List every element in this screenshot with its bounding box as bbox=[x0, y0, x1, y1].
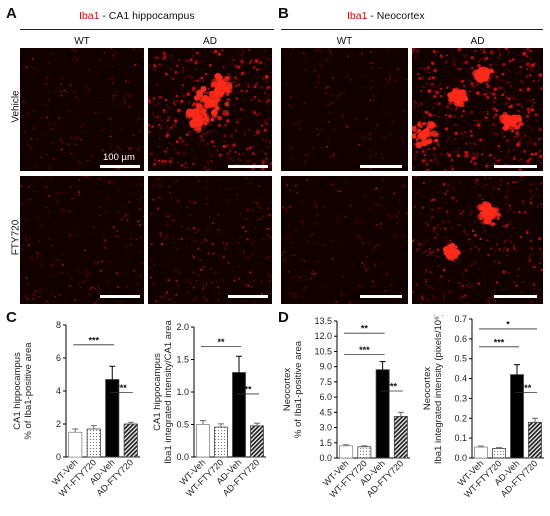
panel-a-title: Iba1 - CA1 hippocampus bbox=[79, 10, 195, 22]
y-axis-label: CA1 hippocampus bbox=[12, 352, 23, 430]
scale-bar bbox=[228, 165, 268, 168]
panel-b-title: Iba1 - Neocortex bbox=[347, 10, 425, 22]
chart-neocortex-area: 0.0 1.5 3.0 4.5 6.0 7.5 9.0 10.5 12.0 13.5 Neocort… bbox=[282, 316, 410, 500]
significance-label: *** bbox=[494, 337, 505, 347]
y-tick-label: 0.5 bbox=[454, 354, 467, 364]
y-tick-label: 0.0 bbox=[176, 452, 189, 462]
y-tick-label: 0.3 bbox=[454, 393, 467, 403]
scale-bar bbox=[100, 295, 140, 298]
bar bbox=[474, 446, 488, 459]
y-tick-label: 1.0 bbox=[176, 387, 189, 397]
panel-a-stain: Iba1 bbox=[79, 10, 100, 22]
scale-bar bbox=[494, 165, 537, 168]
micrograph-b-ad-vehicle bbox=[412, 48, 543, 171]
y-axis-label: Iba1 integrated intensity (pixels/10⁶) bbox=[433, 315, 444, 464]
significance-label: *** bbox=[89, 335, 100, 345]
y-axis-label: CA1 hippocampus bbox=[152, 353, 163, 431]
panel-b-region: - Neocortex bbox=[367, 10, 425, 22]
scale-bar-label: 100 µm bbox=[103, 152, 135, 163]
bar bbox=[339, 445, 354, 459]
bar bbox=[528, 421, 542, 459]
y-tick-label: 0 bbox=[56, 452, 61, 462]
y-axis-label: % of Iba1-positive area bbox=[293, 340, 304, 438]
bar bbox=[393, 416, 408, 459]
micrograph-b-wt-vehicle bbox=[281, 48, 408, 171]
y-axis-label: Neocortex bbox=[282, 368, 293, 412]
y-tick-label: 0.4 bbox=[454, 374, 467, 384]
significance-label: *** bbox=[521, 383, 532, 393]
panel-letter-c: C bbox=[6, 309, 17, 326]
bar bbox=[214, 426, 228, 458]
chart-ca1-intensity: 0.0 0.5 1.0 1.5 2.0 CA1 hippocampus Iba1 integ… bbox=[152, 319, 266, 499]
y-tick-label: 0.2 bbox=[454, 413, 467, 423]
scale-bar bbox=[228, 295, 268, 298]
bar bbox=[492, 448, 506, 459]
micrograph-b-ad-fty720 bbox=[412, 176, 543, 304]
panel-b-col-wt: WT bbox=[336, 36, 353, 47]
panel-letter-b: B bbox=[278, 5, 289, 22]
chart-neocortex-intensity: 0.0 0.1 0.2 0.3 0.4 0.5 0.6 0.7 Neocortex Iba1 in… bbox=[422, 315, 544, 500]
scale-bar bbox=[100, 165, 140, 168]
micrograph-a-wt-fty720 bbox=[20, 176, 144, 304]
bar bbox=[357, 446, 372, 459]
significance-label: * bbox=[506, 319, 510, 329]
micrograph-a-wt-vehicle bbox=[20, 48, 144, 171]
panel-a-rule bbox=[20, 29, 274, 30]
micrograph-a-ad-vehicle bbox=[148, 48, 272, 171]
significance-label: *** bbox=[359, 345, 370, 355]
y-tick-label: 12.0 bbox=[314, 331, 332, 341]
significance-label: ** bbox=[217, 337, 225, 347]
micrograph-b-wt-fty720 bbox=[281, 176, 408, 304]
y-tick-label: 0.1 bbox=[454, 433, 467, 443]
y-tick-label: 0.7 bbox=[454, 315, 467, 324]
scale-bar bbox=[494, 295, 537, 298]
significance-label: *** bbox=[387, 382, 398, 392]
scale-bar bbox=[360, 295, 402, 298]
panel-letter-a: A bbox=[6, 5, 17, 22]
y-axis-label: % of Iba1-positive area bbox=[23, 342, 34, 440]
bar bbox=[86, 428, 101, 458]
panel-b-rule bbox=[281, 29, 543, 30]
significance-label: *** bbox=[116, 383, 127, 393]
y-tick-label: 2 bbox=[56, 419, 61, 429]
y-tick-label: 1.5 bbox=[176, 355, 189, 365]
bar bbox=[250, 425, 264, 458]
y-tick-label: 13.5 bbox=[314, 316, 332, 326]
y-tick-label: 0.0 bbox=[454, 453, 467, 463]
y-tick-label: 0.5 bbox=[176, 420, 189, 430]
panel-a-region: - CA1 hippocampus bbox=[99, 10, 195, 22]
bar bbox=[123, 423, 138, 458]
y-tick-label: 4 bbox=[56, 386, 61, 396]
y-tick-label: 4.5 bbox=[319, 407, 332, 417]
y-tick-label: 7.5 bbox=[319, 377, 332, 387]
scale-bar bbox=[360, 165, 402, 168]
y-tick-label: 0.0 bbox=[319, 453, 332, 463]
y-axis-label: Iba1 integrated intensity/CA1 area bbox=[163, 319, 174, 463]
panel-letter-d: D bbox=[278, 309, 289, 326]
panel-b-stain: Iba1 bbox=[347, 10, 368, 22]
y-tick-label: 9.0 bbox=[319, 362, 332, 372]
y-axis-label: Neocortex bbox=[422, 367, 433, 411]
y-tick-label: 3.0 bbox=[319, 423, 332, 433]
y-tick-label: 1.5 bbox=[319, 438, 332, 448]
y-tick-label: 8 bbox=[56, 320, 61, 330]
panel-b-col-ad: AD bbox=[470, 36, 485, 47]
bar bbox=[68, 431, 83, 458]
y-tick-label: 10.5 bbox=[314, 346, 332, 356]
panel-a-col-ad: AD bbox=[203, 36, 217, 47]
panel-a-col-wt: WT bbox=[74, 36, 90, 47]
y-tick-label: 6 bbox=[56, 353, 61, 363]
y-tick-label: 0.6 bbox=[454, 334, 467, 344]
y-tick-label: 6.0 bbox=[319, 392, 332, 402]
significance-label: ** bbox=[361, 324, 369, 334]
chart-ca1-area: 0 2 4 6 8 CA1 hippocampus% of Iba1-positive a… bbox=[12, 320, 140, 499]
bar bbox=[510, 374, 524, 459]
significance-label: ** bbox=[244, 385, 252, 395]
y-tick-label: 2.0 bbox=[176, 322, 189, 332]
bar bbox=[196, 424, 210, 458]
micrograph-a-ad-fty720 bbox=[148, 176, 272, 304]
bar bbox=[105, 379, 120, 458]
